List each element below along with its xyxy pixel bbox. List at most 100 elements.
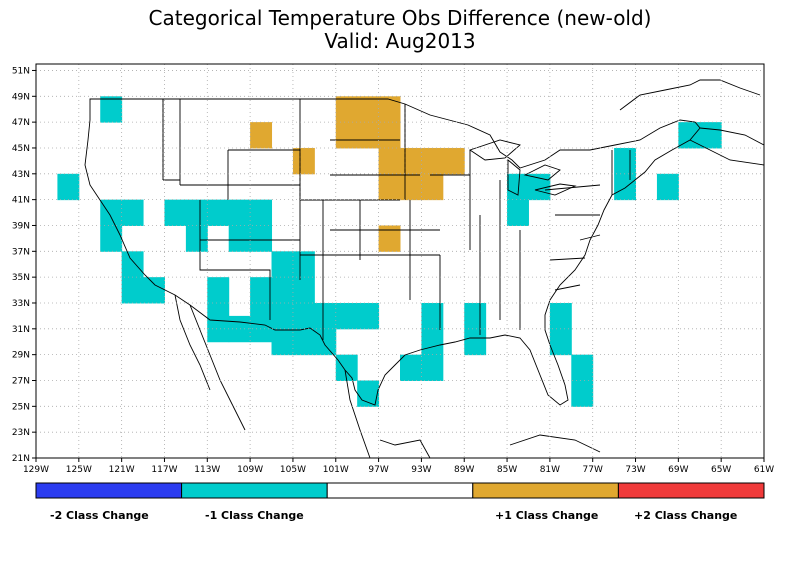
minus1-class-cell [292,251,315,278]
minus1-class-cell [528,173,551,201]
minus1-class-cell [314,328,337,356]
minus1-class-cell [100,199,123,226]
x-tick-label: 89W [454,465,474,475]
minus1-class-cell [271,302,294,330]
plus1-class-cell [400,173,422,201]
minus1-class-cell [335,354,358,381]
y-tick-label: 31N [12,325,30,335]
minus1-class-cell [228,315,251,343]
minus1-class-cell [100,225,123,252]
minus1-class-cell [250,225,273,252]
minus1-class-cell [678,122,701,149]
minus1-class-cell [271,277,294,304]
minus1-class-cell [549,328,572,356]
minus1-class-cell [614,147,637,175]
plot-frame [35,63,765,459]
minus1-class-cell [57,173,80,201]
y-tick-label: 21N [12,454,30,464]
us-border [84,98,701,406]
plus1-class-cell [378,173,401,201]
minus1-class-cell [185,225,208,252]
minus1-class-cell [421,328,444,356]
y-tick-label: 27N [12,376,30,386]
x-tick-label: 117W [151,465,177,475]
minus1-class-cell [614,173,637,201]
y-tick-label: 47N [12,118,30,128]
legend-label-plus1: +1 Class Change [495,509,599,522]
minus1-class-cell [699,122,722,149]
minus1-class-cell [250,277,273,304]
minus1-class-cell [571,380,594,407]
minus1-class-cell [571,354,594,381]
y-tick-label: 39N [12,221,30,231]
minus1-class-cell [335,302,358,330]
x-tick-label: 105W [280,465,306,475]
plus1-class-cell [442,147,465,175]
minus1-class-cell [271,328,294,356]
x-tick-label: 61W [754,465,774,475]
minus1-class-cell [228,225,251,252]
plus1-class-cell [378,122,401,149]
legend-swatch [181,482,328,499]
plus1-class-cell [250,122,273,149]
minus1-class-cell [507,173,529,201]
plus1-class-cell [335,96,358,123]
plus1-class-cell [421,173,444,201]
y-tick-label: 25N [12,402,30,412]
minus1-class-cell [100,96,123,123]
minus1-class-cell [357,302,380,330]
plus1-class-cell [292,147,315,175]
great-lakes [468,139,577,196]
minus1-class-cell [292,328,315,356]
x-tick-label: 77W [583,465,603,475]
plus1-class-cell [335,122,358,149]
minus1-class-cell [549,302,572,330]
minus1-class-cell [228,199,251,226]
y-tick-label: 49N [12,92,30,102]
minus1-class-cell [207,315,230,343]
plus1-class-cell [421,147,444,175]
x-tick-label: 109W [237,465,263,475]
minus1-class-cell [250,315,273,343]
minus1-class-cell [421,354,444,381]
map-subtitle: Valid: Aug2013 [324,29,476,53]
x-tick-label: 93W [411,465,431,475]
x-tick-label: 85W [497,465,517,475]
legend-swatch [617,482,765,499]
minus1-class-cell [656,173,679,201]
minus1-class-cell [292,277,315,304]
minus1-class-cell [464,302,487,330]
minus1-class-cell [507,199,529,226]
minus1-class-cell [121,251,144,278]
legend-label-minus2: -2 Class Change [50,509,149,522]
mexico-outline [174,294,431,458]
y-tick-label: 23N [12,428,30,438]
minus1-class-cell [207,199,230,226]
x-tick-label: 129W [23,465,49,475]
minus1-class-cell [292,302,315,330]
y-tick-label: 29N [12,351,30,361]
y-tick-label: 45N [12,144,30,154]
legend-color-bar [35,482,765,499]
plus1-class-cell [378,225,401,252]
x-tick-label: 73W [625,465,645,475]
plus1-class-cell [400,147,422,175]
y-tick-label: 41N [12,196,30,206]
minus1-class-cell [250,199,273,226]
map-title: Categorical Temperature Obs Difference (… [148,6,652,30]
y-tick-label: 37N [12,247,30,257]
minus1-class-cell [400,354,422,381]
minus1-class-cell [185,199,208,226]
x-tick-label: 65W [711,465,731,475]
y-tick-label: 35N [12,273,30,283]
plus1-class-cell [378,147,401,175]
x-tick-label: 69W [668,465,688,475]
y-tick-label: 33N [12,299,30,309]
legend-label-plus2: +2 Class Change [634,509,738,522]
plus1-class-cell [357,96,380,123]
legend-swatch [472,482,619,499]
minus1-class-cell [464,328,487,356]
x-tick-label: 97W [368,465,388,475]
minus1-class-cell [207,277,230,304]
